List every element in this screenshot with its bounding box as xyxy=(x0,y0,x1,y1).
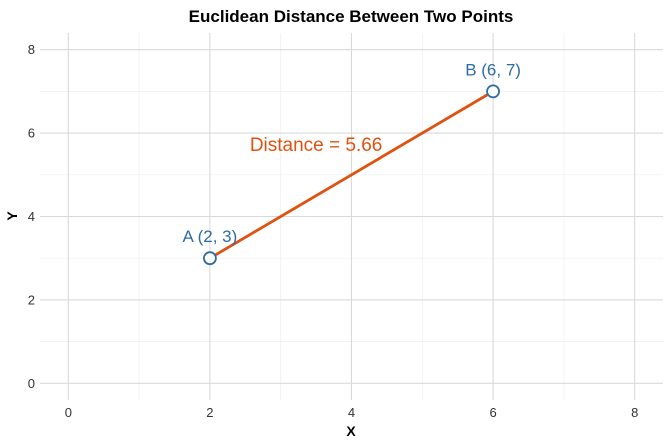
x-tick-label: 4 xyxy=(348,405,355,420)
major-gridlines xyxy=(40,33,663,400)
x-tick-label: 0 xyxy=(65,405,72,420)
y-tick-label: 0 xyxy=(28,376,35,391)
y-tick-label: 8 xyxy=(28,42,35,57)
x-tick-label: 8 xyxy=(631,405,638,420)
points xyxy=(203,84,500,266)
x-tick-label: 6 xyxy=(489,405,496,420)
point-label: A (2, 3) xyxy=(183,227,238,246)
y-axis-ticks: 0 2 4 6 8 xyxy=(28,42,35,391)
distance-label: Distance = 5.66 xyxy=(250,135,383,156)
y-tick-label: 4 xyxy=(28,209,35,224)
point-marker xyxy=(203,251,217,266)
y-tick-label: 6 xyxy=(28,126,35,141)
x-tick-label: 2 xyxy=(206,405,213,420)
point-labels: A (2, 3) B (6, 7) xyxy=(183,60,521,246)
y-tick-label: 2 xyxy=(28,292,35,307)
chart-title: Euclidean Distance Between Two Points xyxy=(189,7,514,26)
y-axis-title: Y xyxy=(4,211,20,221)
point-label: B (6, 7) xyxy=(465,60,521,79)
point-marker xyxy=(486,84,500,99)
x-axis-ticks: 0 2 4 6 8 xyxy=(65,405,639,420)
distance-line xyxy=(209,90,494,260)
x-axis-title: X xyxy=(346,423,356,439)
